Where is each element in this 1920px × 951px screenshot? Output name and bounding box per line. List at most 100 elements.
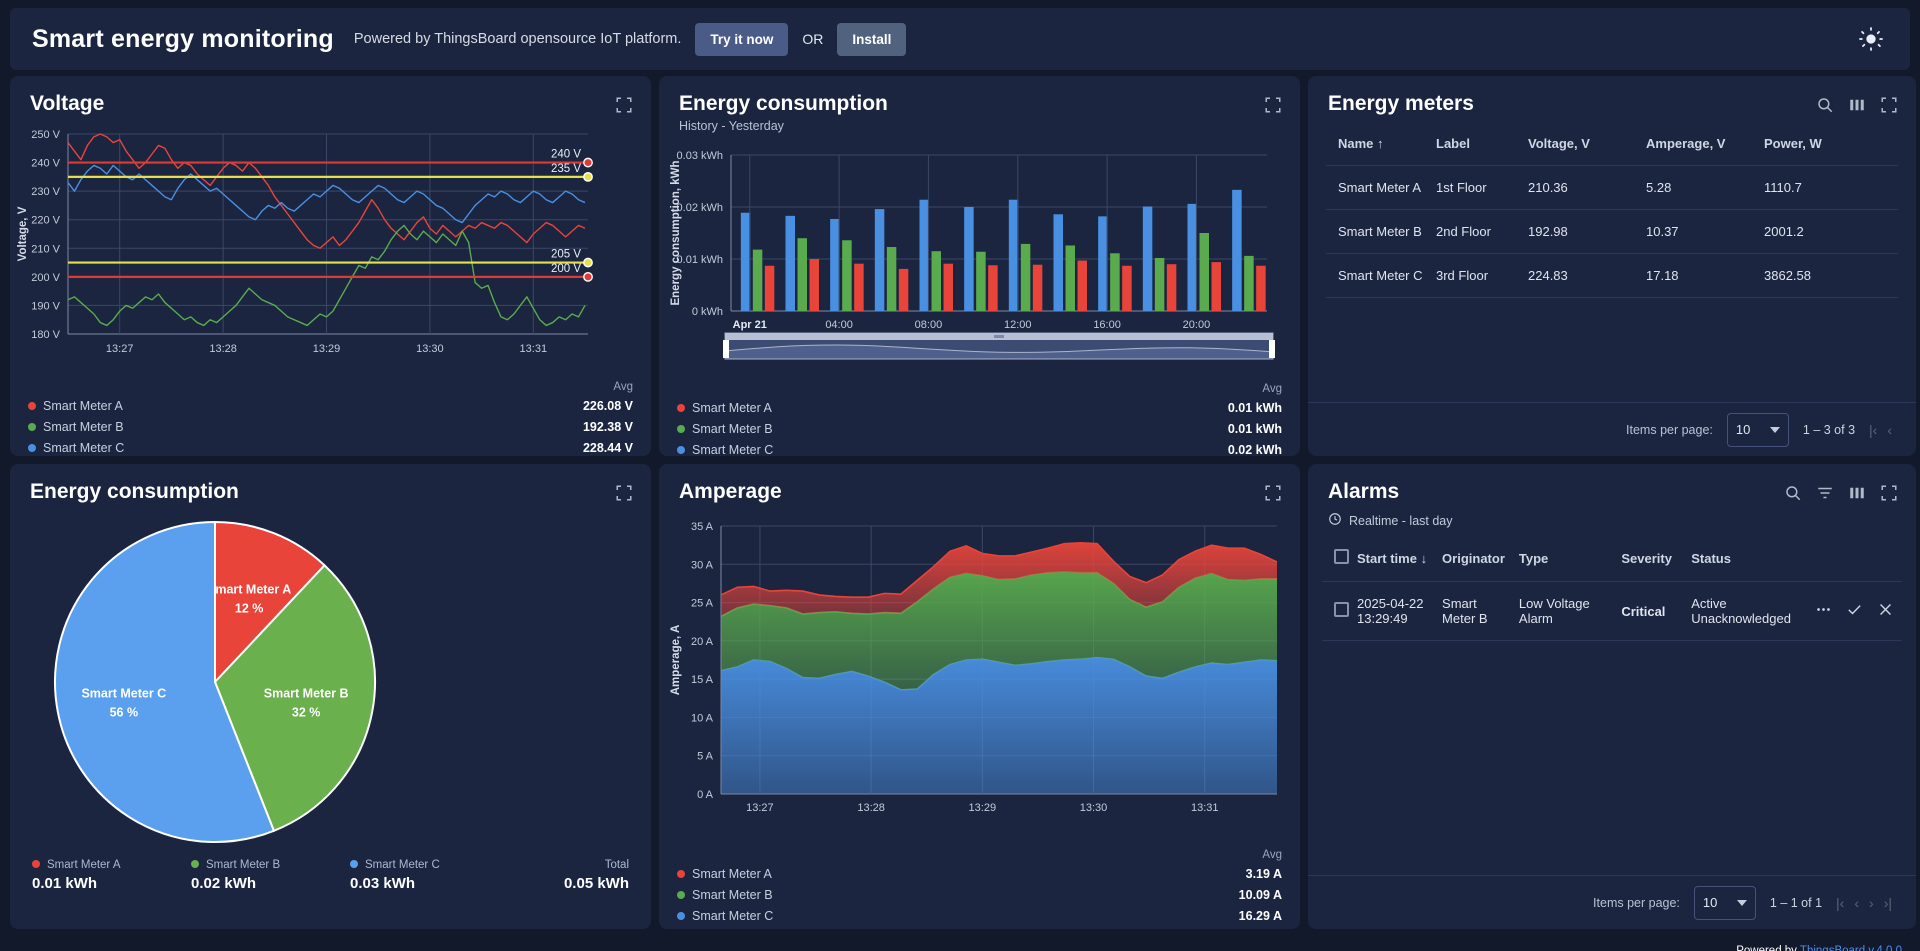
expand-icon[interactable] bbox=[1264, 484, 1282, 502]
energy-bar-chart: 0 kWh 0.01 kWh 0.02 kWh 0.03 kWh Energy cons… bbox=[659, 133, 1300, 383]
cell-power: 2001.2 bbox=[1764, 209, 1898, 254]
columns-icon[interactable] bbox=[1848, 484, 1866, 502]
expand-icon[interactable] bbox=[1264, 96, 1282, 114]
check-icon[interactable] bbox=[1846, 601, 1863, 621]
prev-page-button[interactable]: ‹ bbox=[1887, 421, 1892, 438]
dashboard-root: Smart energy monitoring Powered by Thing… bbox=[0, 8, 1920, 951]
amperage-header: Amperage bbox=[659, 464, 1300, 504]
column-header-amperage[interactable]: Amperage, V bbox=[1646, 122, 1764, 166]
try-it-now-button[interactable]: Try it now bbox=[695, 22, 789, 56]
expand-icon[interactable] bbox=[615, 484, 633, 502]
alarms-title: Alarms bbox=[1328, 480, 1400, 503]
next-page-button[interactable]: › bbox=[1869, 894, 1874, 911]
legend-item[interactable]: Smart Meter C 16.29 A bbox=[677, 905, 1282, 926]
legend-item[interactable]: Smart Meter C 228.44 V bbox=[28, 437, 633, 456]
expand-icon[interactable] bbox=[1880, 484, 1898, 502]
more-icon[interactable] bbox=[1815, 601, 1832, 621]
thingsboard-link[interactable]: ThingsBoard v.4.0.0 bbox=[1799, 945, 1902, 951]
alarms-timewindow[interactable]: Realtime - last day bbox=[1308, 504, 1916, 529]
cell-label: 1st Floor bbox=[1436, 165, 1528, 210]
items-per-page-select[interactable]: 10 bbox=[1726, 412, 1789, 447]
theme-toggle-button[interactable] bbox=[1854, 22, 1888, 56]
legend-item[interactable]: Smart Meter A 3.19 A bbox=[677, 863, 1282, 884]
energy-meters-widget: Energy meters Na bbox=[1308, 76, 1916, 456]
first-page-button[interactable]: |‹ bbox=[1869, 421, 1878, 438]
legend-label: Smart Meter A bbox=[692, 866, 772, 881]
legend-item[interactable]: Smart Meter A 0.01 kWh bbox=[677, 397, 1282, 418]
close-icon[interactable] bbox=[1877, 601, 1894, 621]
energy-bar-header: Energy consumption History - Yesterday bbox=[659, 76, 1300, 133]
column-header-status[interactable]: Status bbox=[1691, 535, 1799, 582]
energy-meters-table: Name ↑ Label Voltage, V Amperage, V Powe… bbox=[1326, 122, 1898, 298]
table-row[interactable]: 2025-04-22 13:29:49 Smart Meter B Low Vo… bbox=[1322, 581, 1902, 641]
column-header-severity[interactable]: Severity bbox=[1621, 535, 1692, 582]
cell-amperage: 10.37 bbox=[1646, 209, 1764, 254]
column-header-power[interactable]: Power, W bbox=[1764, 122, 1898, 166]
column-header-voltage[interactable]: Voltage, V bbox=[1528, 122, 1646, 166]
svg-text:190 V: 190 V bbox=[31, 300, 60, 312]
footer-prefix: Powered by bbox=[1736, 945, 1800, 951]
pie-legend-item[interactable]: Smart Meter B 0.02 kWh bbox=[191, 859, 350, 892]
pie-legend-item[interactable]: Smart Meter C 0.03 kWh bbox=[350, 859, 509, 892]
filter-icon[interactable] bbox=[1816, 484, 1834, 502]
energy-consumption-pie-widget: Energy consumption Smart Meter A 12 % Smar… bbox=[10, 464, 651, 929]
legend-item[interactable]: Smart Meter C 0.02 kWh bbox=[677, 439, 1282, 456]
pie-chart: Smart Meter A 12 % Smart Meter B 32 % Smart … bbox=[10, 504, 651, 859]
column-header-originator[interactable]: Originator bbox=[1442, 535, 1519, 582]
clock-icon bbox=[1328, 512, 1342, 529]
table-row[interactable]: Smart Meter A 1st Floor 210.36 5.28 1110… bbox=[1326, 165, 1898, 210]
pie-legend-item[interactable]: Smart Meter A 0.01 kWh bbox=[32, 859, 191, 892]
cell-status: Active Unacknowledged bbox=[1691, 581, 1799, 641]
row-checkbox-cell[interactable] bbox=[1322, 581, 1357, 641]
column-header-label[interactable]: Label bbox=[1436, 122, 1528, 166]
table-row[interactable]: Smart Meter C 3rd Floor 224.83 17.18 386… bbox=[1326, 253, 1898, 298]
legend-value: 226.08 V bbox=[582, 398, 633, 413]
dashboard-grid: Voltage 180 V 190 V 200 V 210 V 220 V 230 V 24… bbox=[10, 76, 1916, 929]
legend-value: 0.01 kWh bbox=[1227, 400, 1282, 415]
items-per-page-select[interactable]: 10 bbox=[1693, 885, 1756, 920]
legend-item[interactable]: Smart Meter B 192.38 V bbox=[28, 416, 633, 437]
cell-power: 3862.58 bbox=[1764, 253, 1898, 298]
prev-page-button[interactable]: ‹ bbox=[1854, 894, 1860, 911]
pie-total: Total 0.05 kWh bbox=[509, 859, 629, 892]
svg-text:13:27: 13:27 bbox=[746, 802, 774, 814]
svg-text:56 %: 56 % bbox=[110, 705, 139, 719]
svg-text:240 V: 240 V bbox=[31, 158, 60, 170]
legend-item[interactable]: Smart Meter B 10.09 A bbox=[677, 884, 1282, 905]
svg-text:08:00: 08:00 bbox=[915, 319, 943, 331]
cell-voltage: 224.83 bbox=[1528, 253, 1646, 298]
legend-label: Smart Meter B bbox=[692, 421, 773, 436]
svg-text:04:00: 04:00 bbox=[825, 319, 853, 331]
svg-text:25 A: 25 A bbox=[691, 598, 714, 610]
cell-amperage: 5.28 bbox=[1646, 165, 1764, 210]
svg-text:13:30: 13:30 bbox=[416, 343, 444, 355]
svg-text:20:00: 20:00 bbox=[1183, 319, 1211, 331]
series-color-dot bbox=[28, 401, 36, 410]
table-row[interactable]: Smart Meter B 2nd Floor 192.98 10.37 200… bbox=[1326, 209, 1898, 254]
svg-text:13:27: 13:27 bbox=[106, 343, 134, 355]
column-header-type[interactable]: Type bbox=[1518, 535, 1622, 582]
legend-item[interactable]: Smart Meter A 226.08 V bbox=[28, 395, 633, 416]
search-icon[interactable] bbox=[1784, 484, 1802, 502]
sort-arrow-icon: ↓ bbox=[1420, 550, 1428, 566]
svg-text:0 kWh: 0 kWh bbox=[692, 306, 723, 318]
legend-item[interactable]: Smart Meter B 0.01 kWh bbox=[677, 418, 1282, 439]
select-all-checkbox[interactable] bbox=[1334, 549, 1349, 564]
columns-icon[interactable] bbox=[1848, 96, 1866, 114]
series-color-dot bbox=[677, 890, 685, 899]
svg-text:200 V: 200 V bbox=[551, 263, 581, 275]
column-header-start-time[interactable]: Start time ↓ bbox=[1357, 535, 1443, 582]
row-checkbox[interactable] bbox=[1334, 602, 1349, 617]
select-all-checkbox-cell[interactable] bbox=[1322, 535, 1357, 582]
last-page-button[interactable]: ›| bbox=[1883, 894, 1892, 911]
search-icon[interactable] bbox=[1816, 96, 1834, 114]
expand-icon[interactable] bbox=[615, 96, 633, 114]
install-button[interactable]: Install bbox=[837, 22, 907, 56]
svg-text:5 A: 5 A bbox=[697, 751, 714, 763]
cell-label: 2nd Floor bbox=[1436, 209, 1528, 254]
legend-label: Smart Meter C bbox=[365, 859, 440, 871]
column-header-name[interactable]: Name ↑ bbox=[1326, 122, 1436, 166]
energy-bar-subtitle: History - Yesterday bbox=[679, 119, 784, 133]
expand-icon[interactable] bbox=[1880, 96, 1898, 114]
first-page-button[interactable]: |‹ bbox=[1836, 894, 1845, 911]
